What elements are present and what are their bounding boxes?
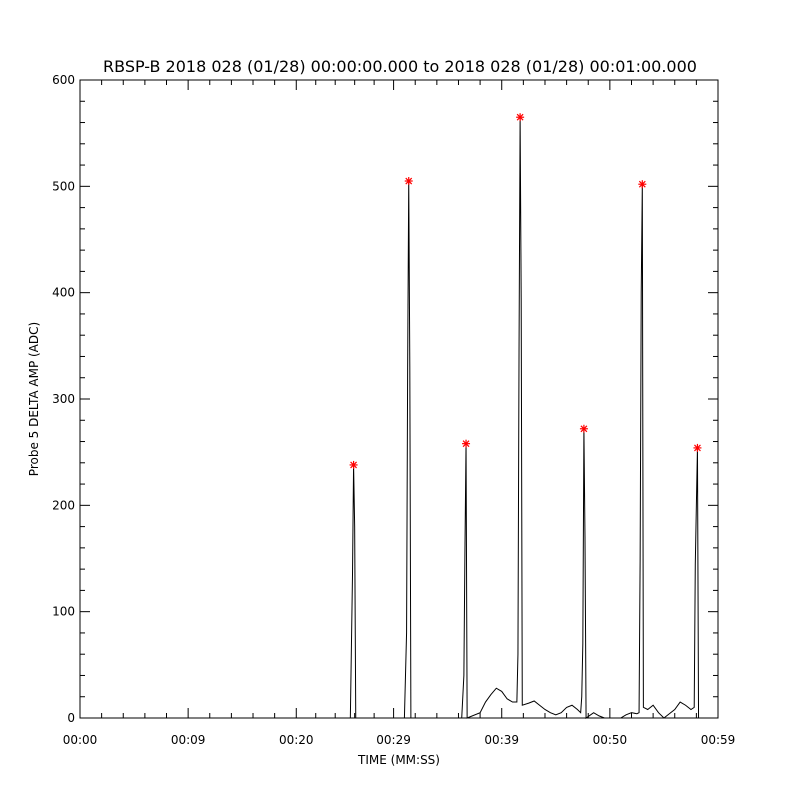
y-tick-label: 600 — [52, 73, 75, 87]
peak-markers — [349, 113, 702, 469]
x-tick-label: 00:20 — [279, 733, 314, 747]
x-tick-label: 00:39 — [484, 733, 519, 747]
y-axis-title: Probe 5 DELTA AMP (ADC) — [27, 322, 41, 476]
y-tick-label: 300 — [52, 392, 75, 406]
x-axis-tick-labels: 00:00 00:09 00:20 00:29 00:39 00:50 00:59 — [63, 733, 736, 747]
peak-marker — [693, 443, 702, 452]
x-axis-title: TIME (MM:SS) — [357, 753, 440, 767]
y-tick-label: 400 — [52, 286, 75, 300]
y-tick-label: 100 — [52, 605, 75, 619]
axis-ticks — [79, 79, 719, 719]
peak-marker — [349, 460, 358, 469]
peak-marker — [462, 439, 471, 448]
peak-marker — [579, 424, 588, 433]
x-tick-label: 00:59 — [701, 733, 736, 747]
x-tick-label: 00:00 — [63, 733, 98, 747]
peak-marker — [516, 113, 525, 122]
peak-marker — [404, 177, 413, 186]
x-tick-label: 00:50 — [593, 733, 628, 747]
plot-area — [79, 79, 719, 719]
y-tick-label: 200 — [52, 498, 75, 512]
chart-title: RBSP-B 2018 028 (01/28) 00:00:00.000 to … — [103, 57, 697, 76]
y-tick-label: 500 — [52, 179, 75, 193]
x-tick-label: 00:29 — [376, 733, 411, 747]
y-tick-label: 0 — [67, 711, 75, 725]
peak-marker — [638, 180, 647, 189]
x-tick-label: 00:09 — [171, 733, 206, 747]
data-line — [80, 117, 718, 719]
y-axis-tick-labels: 0 100 200 300 400 500 600 — [52, 73, 75, 725]
